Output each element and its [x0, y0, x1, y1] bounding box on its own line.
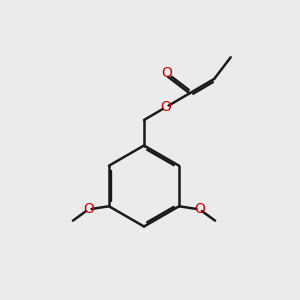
Text: O: O: [160, 100, 171, 114]
Text: O: O: [83, 202, 94, 216]
Text: O: O: [161, 66, 172, 80]
Text: O: O: [194, 202, 205, 216]
